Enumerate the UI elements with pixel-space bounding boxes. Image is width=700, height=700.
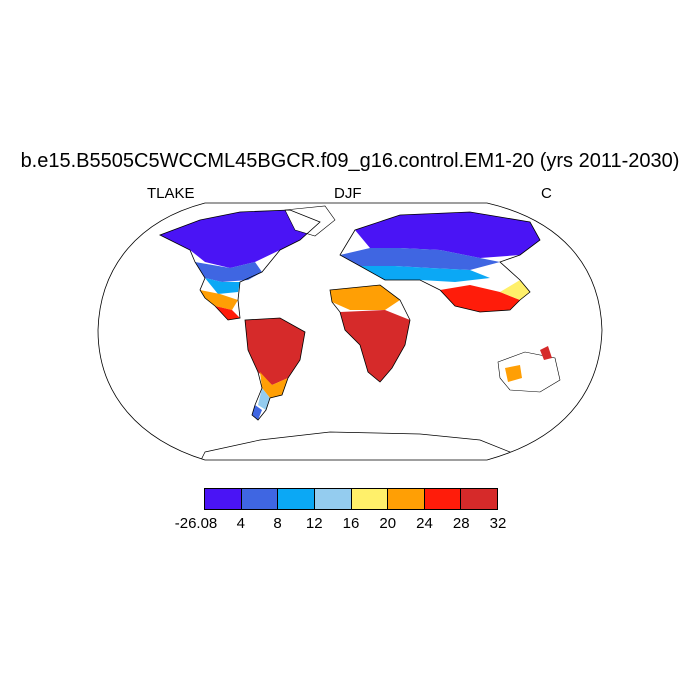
colorbar-box-6 — [424, 489, 462, 509]
colorbar-box-5 — [388, 489, 425, 509]
mexico-data — [200, 290, 240, 320]
season-label: DJF — [334, 185, 362, 202]
south-america-data — [245, 318, 305, 420]
units-label: C — [541, 185, 552, 202]
colorbar-tick-label: 32 — [489, 515, 507, 532]
plot-title: b.e15.B5505C5WCCML45BGCR.f09_g16.control… — [20, 150, 680, 172]
south-asia-data — [440, 280, 530, 312]
colorbar-tick-label: -26.08 — [174, 515, 218, 532]
greenland — [284, 205, 336, 237]
colorbar-box-2 — [278, 489, 315, 509]
north-america-warm — [205, 278, 240, 294]
map-boundary — [97, 202, 603, 461]
colorbar-tick-label: 24 — [416, 515, 433, 532]
north-america-data — [160, 210, 320, 268]
colorbar-tick-label: 12 — [305, 515, 323, 532]
colorbar-tick-label: 4 — [236, 515, 245, 532]
coastlines — [159, 209, 541, 421]
africa-data — [330, 285, 410, 382]
north-america-mid — [195, 262, 262, 282]
colorbar-box-1 — [241, 489, 279, 509]
colorbar-tick-label: 8 — [273, 515, 282, 532]
colorbar-box-7 — [461, 489, 497, 509]
colorbar-tick-label: 28 — [452, 515, 470, 532]
eurasia-cold — [355, 212, 540, 258]
eurasia-mid — [340, 248, 500, 270]
variable-label: TLAKE — [147, 185, 195, 202]
australia-data — [497, 346, 561, 393]
colorbar-box-3 — [314, 489, 352, 509]
colorbar-tick-label: 20 — [379, 515, 397, 532]
antarctica — [199, 431, 511, 460]
eurasia-warm — [360, 266, 490, 282]
colorbar — [204, 488, 498, 510]
colorbar-tick-label: 16 — [342, 515, 360, 532]
colorbar-box-4 — [351, 489, 389, 509]
colorbar-box-0 — [205, 489, 242, 509]
